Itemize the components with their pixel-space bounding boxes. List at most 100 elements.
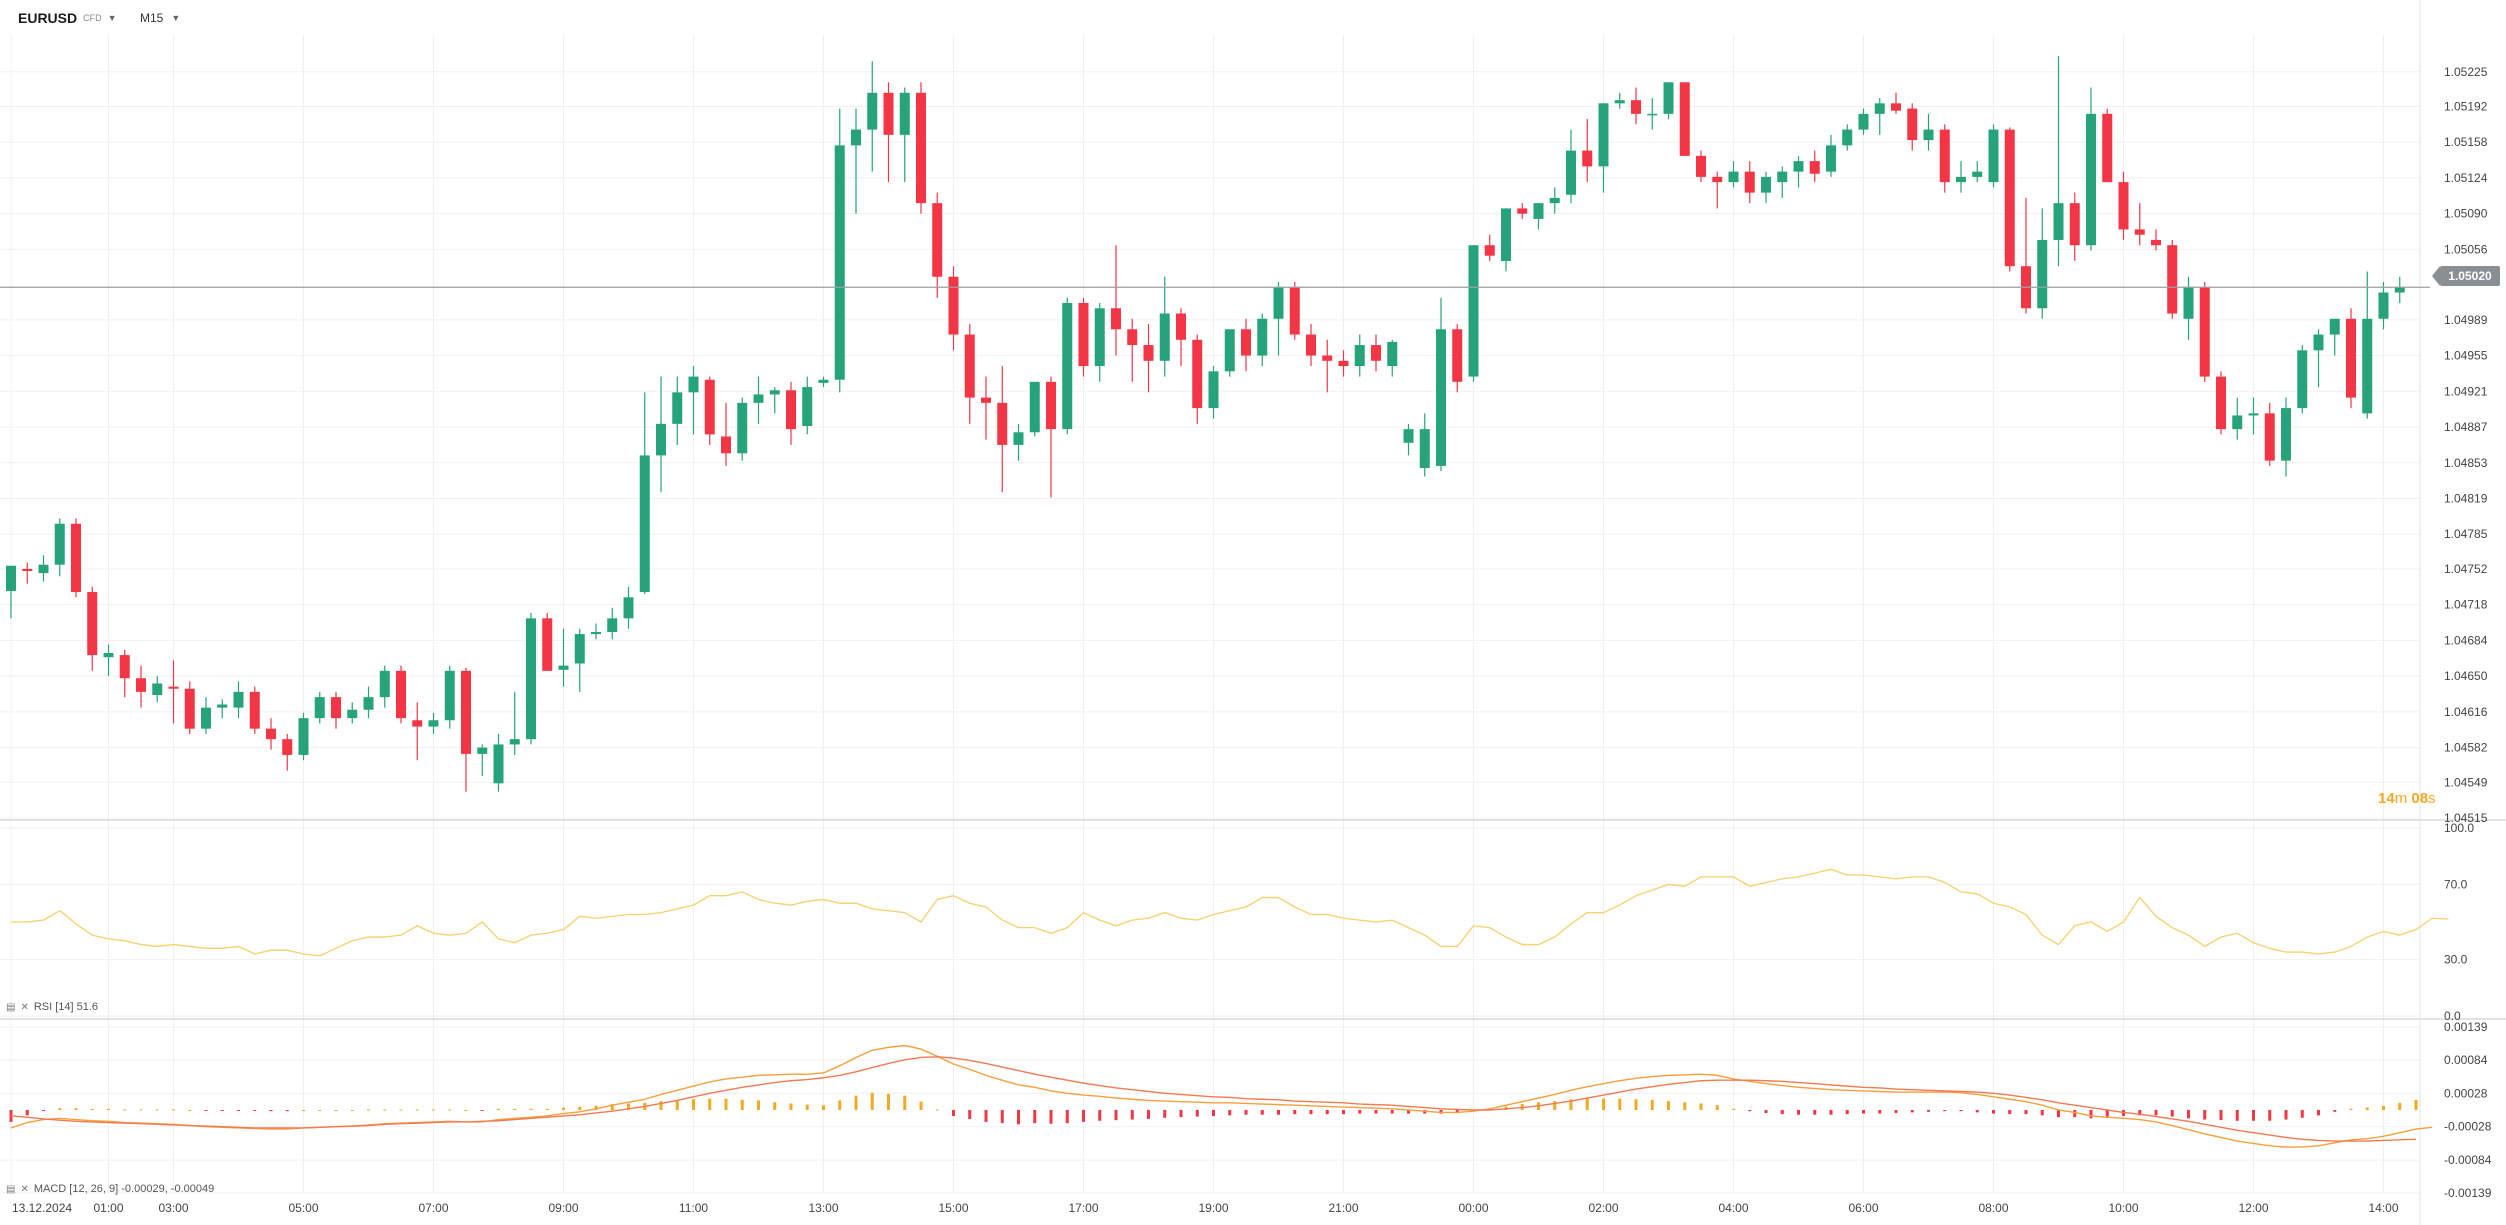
candle[interactable] <box>2167 239 2178 319</box>
candle[interactable] <box>981 376 991 440</box>
candle[interactable] <box>769 387 780 414</box>
candle[interactable] <box>1517 203 1528 219</box>
candle[interactable] <box>217 699 228 719</box>
candle[interactable] <box>1371 334 1381 372</box>
candle[interactable] <box>737 397 748 461</box>
candle[interactable] <box>558 628 569 687</box>
candle[interactable] <box>331 691 341 729</box>
candlestick-series[interactable] <box>6 56 2405 792</box>
candle[interactable] <box>2118 171 2129 240</box>
candle[interactable] <box>867 61 878 172</box>
candle[interactable] <box>591 623 601 640</box>
candle[interactable] <box>1907 103 1918 151</box>
candle[interactable] <box>639 392 650 595</box>
candle[interactable] <box>1923 113 1934 151</box>
candle[interactable] <box>542 613 553 671</box>
candle[interactable] <box>2264 402 2275 466</box>
candle[interactable] <box>916 82 926 214</box>
candle[interactable] <box>1354 334 1365 377</box>
candle[interactable] <box>347 702 358 724</box>
candle[interactable] <box>87 586 98 671</box>
candle[interactable] <box>1858 108 1869 135</box>
candle[interactable] <box>119 649 130 698</box>
candle[interactable] <box>1679 82 1690 156</box>
candle[interactable] <box>1696 150 1706 183</box>
candle[interactable] <box>444 665 455 729</box>
timeframe-selector[interactable]: M15 ▼ <box>140 11 180 25</box>
candle[interactable] <box>1094 303 1105 382</box>
close-icon[interactable]: ✕ <box>20 1183 29 1195</box>
candle[interactable] <box>71 518 81 598</box>
candle[interactable] <box>1533 203 1544 230</box>
candle[interactable] <box>379 665 390 708</box>
candle[interactable] <box>1159 276 1170 377</box>
candle[interactable] <box>2151 229 2161 251</box>
candle[interactable] <box>802 376 813 435</box>
candle[interactable] <box>1549 187 1560 214</box>
candle[interactable] <box>899 87 910 183</box>
candle[interactable] <box>1322 339 1333 393</box>
candle[interactable] <box>1874 98 1885 135</box>
time-axis[interactable]: 13.12.2024 01:00 03:00 05:00 07:00 09:00 11:00… <box>12 1201 2399 1215</box>
candle[interactable] <box>2216 371 2226 435</box>
candle[interactable] <box>2102 108 2113 183</box>
candle[interactable] <box>834 108 845 393</box>
candle[interactable] <box>1939 124 1950 193</box>
candle[interactable] <box>2232 397 2243 440</box>
candle[interactable] <box>1111 245 1121 356</box>
candle[interactable] <box>2362 271 2373 419</box>
candle[interactable] <box>1777 166 1788 198</box>
candle[interactable] <box>2086 87 2096 251</box>
candle[interactable] <box>1192 334 1203 424</box>
candle[interactable] <box>2069 192 2080 261</box>
candle[interactable] <box>184 681 195 734</box>
candle[interactable] <box>883 82 894 183</box>
candle[interactable] <box>2021 197 2031 314</box>
candle[interactable] <box>1419 413 1430 477</box>
candle[interactable] <box>1436 297 1446 472</box>
candle[interactable] <box>396 665 406 724</box>
candle[interactable] <box>1289 281 1300 340</box>
candle[interactable] <box>1176 308 1186 367</box>
candle[interactable] <box>282 733 293 771</box>
candle[interactable] <box>1501 208 1511 272</box>
candle[interactable] <box>1273 281 1284 356</box>
candle[interactable] <box>2394 276 2405 304</box>
candle[interactable] <box>688 366 699 435</box>
candle[interactable] <box>1566 129 1576 204</box>
candle[interactable] <box>656 376 666 493</box>
candle[interactable] <box>574 628 585 692</box>
candle[interactable] <box>1972 161 1983 183</box>
candle[interactable] <box>152 676 163 703</box>
candle[interactable] <box>6 565 16 619</box>
candle[interactable] <box>1582 119 1593 183</box>
candle[interactable] <box>1078 297 1089 377</box>
candle[interactable] <box>818 376 829 388</box>
candle[interactable] <box>1127 318 1138 382</box>
candle[interactable] <box>2183 276 2194 340</box>
close-icon[interactable]: ✕ <box>20 1001 29 1013</box>
candle[interactable] <box>672 376 683 445</box>
candle[interactable] <box>753 376 764 424</box>
candle[interactable] <box>1598 103 1609 193</box>
candle[interactable] <box>1761 171 1771 204</box>
candle[interactable] <box>2004 127 2015 272</box>
symbol-selector[interactable]: EURUSD CFD ▼ <box>18 10 117 26</box>
candle[interactable] <box>2329 318 2340 356</box>
candle[interactable] <box>298 712 309 761</box>
candle[interactable] <box>1793 155 1804 188</box>
candle[interactable] <box>704 376 715 445</box>
candle[interactable] <box>1663 82 1674 120</box>
candle[interactable] <box>1403 423 1414 456</box>
settings-icon[interactable]: ▤ <box>6 1183 16 1195</box>
candle[interactable] <box>1387 339 1398 377</box>
price-axis[interactable]: 1.05225 1.05192 1.05158 1.05124 1.05090 1.050… <box>2444 65 2488 825</box>
candle[interactable] <box>1956 161 1966 193</box>
candle[interactable] <box>2378 281 2389 330</box>
candle[interactable] <box>2037 208 2048 319</box>
candle[interactable] <box>1842 124 1853 151</box>
candle[interactable] <box>1306 324 1316 367</box>
candle[interactable] <box>38 555 49 582</box>
candle[interactable] <box>2053 56 2064 267</box>
